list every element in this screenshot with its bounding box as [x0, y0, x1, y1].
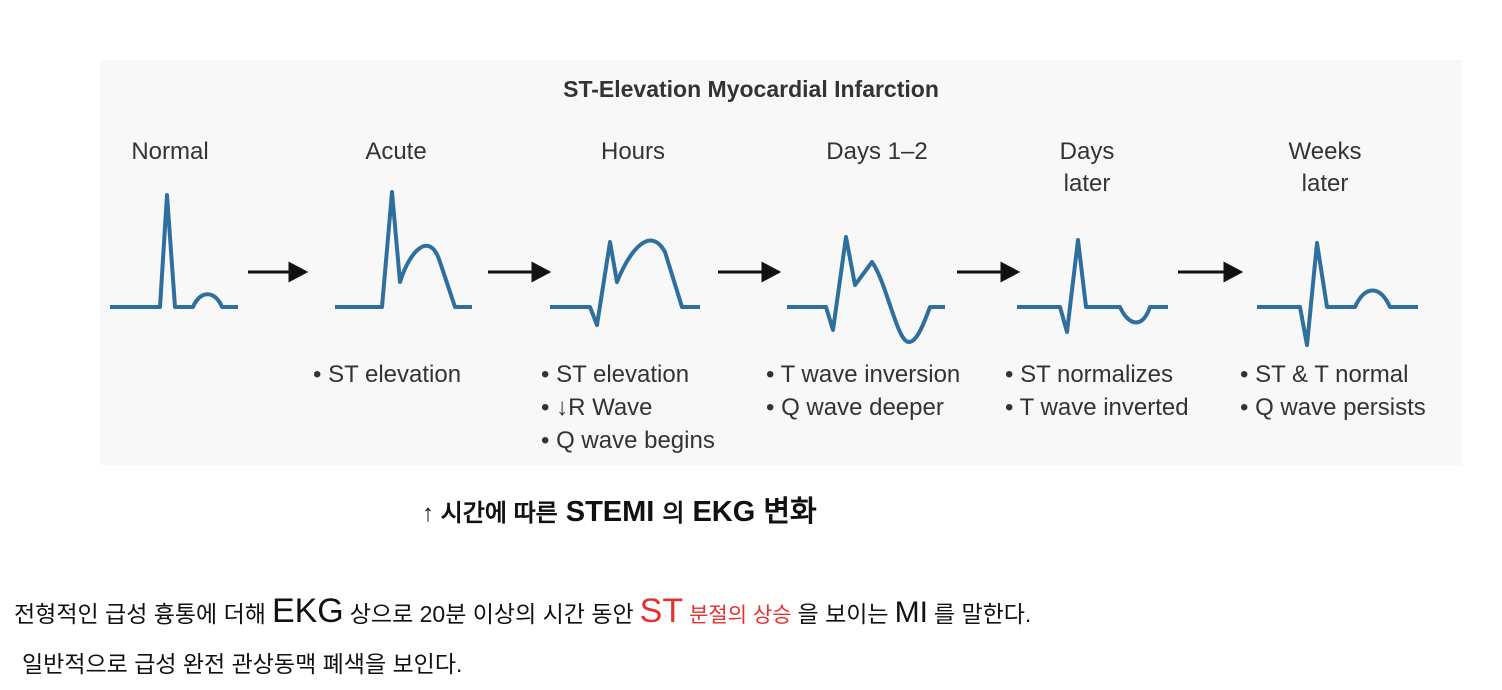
stage-label: Days later — [1060, 136, 1115, 200]
bullet-item: • ST & T normal — [1240, 361, 1409, 388]
stage-label-line: later — [1301, 170, 1349, 197]
text-run: ST — [639, 592, 684, 630]
bullet-item: • T wave inversion — [766, 361, 961, 388]
stage-label: Normal — [131, 136, 208, 168]
figure-title: ST-Elevation Myocardial Infarction — [563, 76, 939, 102]
stage-label-line: Days 1–2 — [826, 138, 928, 165]
caption-part: 의 — [662, 500, 685, 527]
paragraph-line: 일반적으로 급성 완전 관상동맥 폐색을 보인다. — [22, 645, 468, 679]
bullet-item: • Q wave persists — [1240, 394, 1426, 421]
arrows — [248, 261, 1244, 283]
stage-label-line: later — [1063, 170, 1111, 197]
stage-label-line: Acute — [365, 138, 427, 165]
wave-days-later — [1017, 238, 1168, 334]
caption: ↑ 시간에 따른 STEMI 의 EKG 변화 — [422, 488, 825, 530]
stage-label-line: Days — [1059, 138, 1115, 165]
bullet-item: • Q wave deeper — [766, 394, 944, 421]
bullet-item: • ST elevation — [541, 361, 690, 388]
text-run: 상으로 20분 이상의 시간 동안 — [349, 601, 634, 627]
wave-weeks-later — [1257, 241, 1418, 347]
stage-label: Hours — [601, 136, 665, 168]
wave-normal — [110, 193, 238, 309]
text-run: EKG — [271, 592, 344, 630]
wave-days-1-2 — [787, 235, 945, 344]
stage-label: Acute — [365, 136, 426, 168]
stage-label-line: Hours — [600, 138, 666, 165]
bullet-item: • T wave inverted — [1005, 394, 1189, 421]
stage-label: Weeks later — [1289, 136, 1362, 200]
stage-label: Days 1–2 — [826, 136, 927, 168]
caption-part: ↑ 시간에 따른 — [422, 500, 558, 527]
stage-label-line: Normal — [131, 138, 209, 165]
bullet-item: • ST normalizes — [1005, 361, 1174, 388]
stage-label-line: Weeks — [1288, 138, 1362, 165]
wave-acute — [335, 190, 472, 309]
text-run: 일반적으로 급성 완전 관상동맥 폐색을 보인다. — [22, 651, 463, 677]
text-run: 전형적인 급성 흉통에 더해 — [14, 601, 266, 627]
paragraph-line: 전형적인 급성 흉통에 더해 EKG 상으로 20분 이상의 시간 동안 ST 분절의 … — [14, 592, 1037, 631]
text-run: 을 보이는 — [797, 601, 889, 627]
wave-hours — [550, 238, 700, 327]
figure-background — [100, 60, 1462, 465]
bullet-item: • ↓R Wave — [541, 394, 653, 421]
bullet-item: • ST elevation — [313, 361, 462, 388]
caption-part: STEMI — [565, 496, 655, 528]
text-run: 를 말한다. — [933, 601, 1032, 627]
text-run: MI — [894, 596, 928, 629]
text-run: 분절의 상승 — [689, 604, 792, 627]
caption-part: EKG 변화 — [692, 496, 817, 528]
bullet-item: • Q wave begins — [541, 427, 715, 454]
